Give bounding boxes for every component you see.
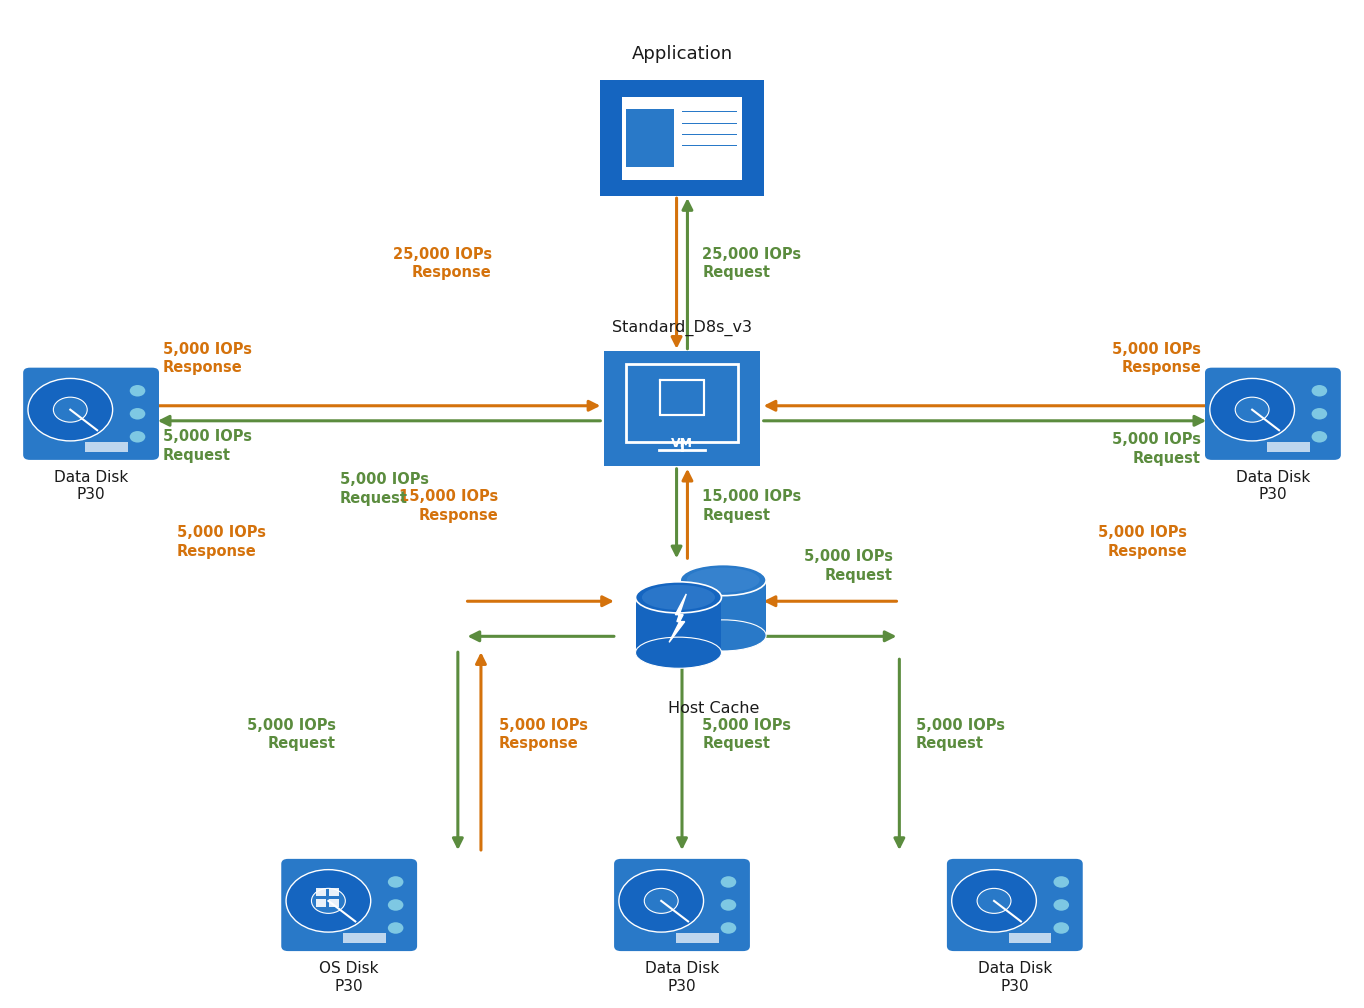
FancyBboxPatch shape — [626, 364, 738, 443]
Circle shape — [1210, 378, 1294, 440]
FancyBboxPatch shape — [1267, 442, 1309, 452]
FancyBboxPatch shape — [600, 183, 764, 196]
Text: 15,000 IOPs
Response: 15,000 IOPs Response — [400, 489, 499, 523]
Text: Data Disk
P30: Data Disk P30 — [978, 961, 1052, 994]
Circle shape — [720, 922, 737, 933]
Circle shape — [644, 888, 678, 913]
Polygon shape — [670, 594, 686, 642]
Circle shape — [53, 397, 87, 422]
Text: Host Cache: Host Cache — [667, 702, 758, 717]
Circle shape — [130, 431, 146, 443]
Text: Data Disk
P30: Data Disk P30 — [1236, 470, 1309, 502]
Circle shape — [130, 408, 146, 419]
FancyBboxPatch shape — [600, 81, 617, 196]
FancyBboxPatch shape — [344, 933, 386, 942]
Circle shape — [1053, 876, 1069, 888]
FancyBboxPatch shape — [1204, 368, 1341, 460]
Circle shape — [311, 888, 345, 913]
Circle shape — [1053, 922, 1069, 933]
Text: 5,000 IOPs
Request: 5,000 IOPs Request — [915, 718, 1005, 751]
Text: Data Disk
P30: Data Disk P30 — [55, 470, 128, 502]
FancyBboxPatch shape — [947, 859, 1083, 952]
Circle shape — [387, 876, 404, 888]
Ellipse shape — [636, 582, 722, 613]
Text: 5,000 IOPs
Request: 5,000 IOPs Request — [1112, 432, 1200, 466]
Circle shape — [1236, 397, 1269, 422]
FancyBboxPatch shape — [23, 368, 160, 460]
Ellipse shape — [681, 564, 767, 596]
Text: 5,000 IOPs
Request: 5,000 IOPs Request — [340, 472, 428, 506]
FancyBboxPatch shape — [316, 899, 326, 907]
Text: 5,000 IOPs
Response: 5,000 IOPs Response — [499, 718, 588, 751]
Text: 5,000 IOPs
Response: 5,000 IOPs Response — [1098, 525, 1187, 558]
Text: 5,000 IOPs
Response: 5,000 IOPs Response — [164, 342, 252, 375]
Text: 5,000 IOPs
Response: 5,000 IOPs Response — [177, 525, 266, 558]
Ellipse shape — [681, 620, 767, 651]
Ellipse shape — [642, 585, 715, 610]
Circle shape — [1053, 899, 1069, 911]
FancyBboxPatch shape — [600, 81, 764, 196]
FancyBboxPatch shape — [614, 859, 750, 952]
Circle shape — [387, 922, 404, 933]
Text: 15,000 IOPs
Request: 15,000 IOPs Request — [702, 489, 802, 523]
Circle shape — [286, 870, 371, 932]
FancyBboxPatch shape — [604, 351, 760, 467]
FancyBboxPatch shape — [747, 81, 764, 196]
FancyBboxPatch shape — [626, 109, 674, 167]
Circle shape — [1312, 385, 1327, 396]
FancyBboxPatch shape — [85, 442, 128, 452]
FancyBboxPatch shape — [281, 859, 417, 952]
FancyBboxPatch shape — [1009, 933, 1052, 942]
FancyBboxPatch shape — [636, 598, 722, 653]
Text: Data Disk
P30: Data Disk P30 — [645, 961, 719, 994]
FancyBboxPatch shape — [600, 81, 764, 93]
Circle shape — [387, 899, 404, 911]
Circle shape — [977, 888, 1011, 913]
FancyBboxPatch shape — [677, 933, 719, 942]
Circle shape — [619, 870, 704, 932]
Circle shape — [952, 870, 1037, 932]
Text: 25,000 IOPs
Response: 25,000 IOPs Response — [393, 247, 492, 280]
FancyBboxPatch shape — [330, 899, 340, 907]
Ellipse shape — [636, 637, 722, 668]
Circle shape — [720, 899, 737, 911]
Text: 5,000 IOPs
Request: 5,000 IOPs Request — [803, 549, 892, 583]
FancyBboxPatch shape — [660, 380, 704, 414]
Text: 5,000 IOPs
Request: 5,000 IOPs Request — [247, 718, 336, 751]
Text: OS Disk
P30: OS Disk P30 — [319, 961, 379, 994]
FancyBboxPatch shape — [681, 580, 767, 635]
Text: 5,000 IOPs
Request: 5,000 IOPs Request — [702, 718, 791, 751]
Text: 5,000 IOPs
Response: 5,000 IOPs Response — [1112, 342, 1200, 375]
Circle shape — [720, 876, 737, 888]
Text: 25,000 IOPs
Request: 25,000 IOPs Request — [702, 247, 802, 280]
FancyBboxPatch shape — [316, 888, 326, 896]
Text: 5,000 IOPs
Request: 5,000 IOPs Request — [164, 429, 252, 463]
Text: Standard_D8s_v3: Standard_D8s_v3 — [612, 320, 752, 336]
Ellipse shape — [686, 568, 760, 593]
FancyBboxPatch shape — [330, 888, 340, 896]
Text: Application: Application — [632, 45, 732, 62]
FancyBboxPatch shape — [622, 97, 742, 179]
Text: VM: VM — [671, 436, 693, 450]
Circle shape — [1312, 408, 1327, 419]
Circle shape — [29, 378, 113, 440]
Circle shape — [130, 385, 146, 396]
Circle shape — [1312, 431, 1327, 443]
